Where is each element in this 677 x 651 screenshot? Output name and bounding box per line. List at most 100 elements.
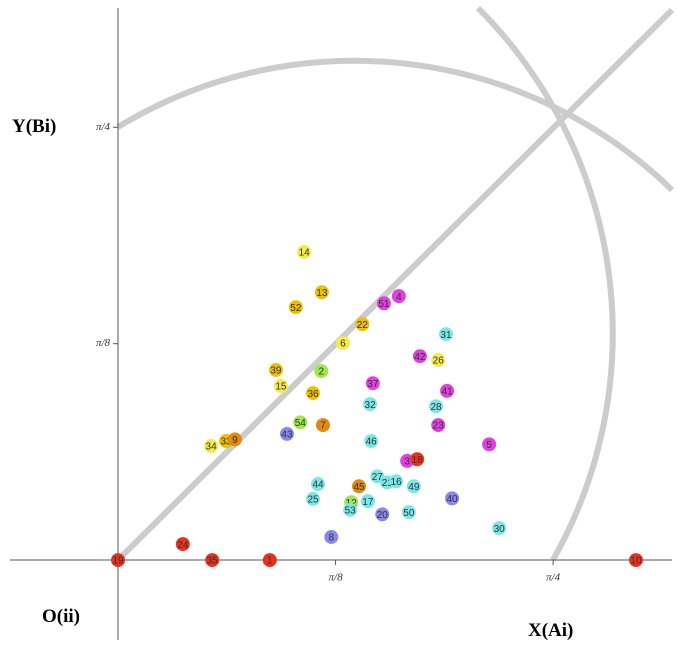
point-label: 18 <box>412 455 424 466</box>
point <box>343 502 358 517</box>
point-label: 31 <box>440 330 452 341</box>
point <box>482 437 497 452</box>
point-label: 27 <box>372 472 384 483</box>
origin-label: O(ii) <box>42 606 80 627</box>
point-label: 45 <box>353 482 365 493</box>
point <box>376 296 391 311</box>
point <box>293 415 308 430</box>
point <box>429 399 444 414</box>
point <box>375 507 390 522</box>
point <box>204 439 219 454</box>
point-label: 5 <box>486 440 492 451</box>
point-label: 7 <box>320 421 326 432</box>
point <box>315 418 330 433</box>
point-label: 37 <box>367 379 379 390</box>
point-label: 20 <box>377 510 389 521</box>
point <box>314 364 329 379</box>
point <box>288 300 303 315</box>
point <box>410 452 425 467</box>
y-axis-title: Y(Bi) <box>12 116 56 137</box>
point-label: 28 <box>430 402 442 413</box>
x-tick-label: π/4 <box>546 572 561 584</box>
point-label: 10 <box>630 556 642 567</box>
point <box>440 383 455 398</box>
point-label: 24 <box>177 540 189 551</box>
point-label: 3 <box>404 457 410 468</box>
point <box>111 553 126 568</box>
point-label: 42 <box>414 352 426 363</box>
point <box>401 505 416 520</box>
point-label: 46 <box>366 437 378 448</box>
point <box>431 418 446 433</box>
point-label: 1 <box>267 556 273 567</box>
point-label: 41 <box>442 387 454 398</box>
point <box>412 349 427 364</box>
point-label: 34 <box>206 442 218 453</box>
point-label: 36 <box>307 389 319 400</box>
point <box>335 335 350 350</box>
point-label: 35 <box>207 556 219 567</box>
point-label: 49 <box>408 482 420 493</box>
point-label: 8 <box>329 533 335 544</box>
point-label: 4 <box>396 292 402 303</box>
point <box>306 491 321 506</box>
point-label: 54 <box>295 418 307 429</box>
point-label: 33 <box>220 437 232 448</box>
point <box>431 353 446 368</box>
diagonal <box>115 7 675 563</box>
point <box>352 479 367 494</box>
point-label: 13 <box>316 288 328 299</box>
point-label: 15 <box>275 382 287 393</box>
point-label: 51 <box>378 299 390 310</box>
point-label: 43 <box>281 430 293 441</box>
point-label: 50 <box>403 508 415 519</box>
point-label: 32 <box>365 400 377 411</box>
point-label: 6 <box>340 339 346 350</box>
right-arc <box>475 5 616 562</box>
point <box>360 494 375 509</box>
point <box>492 521 507 536</box>
point-label: 19 <box>112 556 124 567</box>
x-axis-title: X(Ai) <box>528 620 573 641</box>
point-label: 44 <box>312 480 324 491</box>
point <box>227 432 242 447</box>
point <box>311 477 326 492</box>
point-label: 39 <box>270 366 282 377</box>
point <box>363 397 378 412</box>
point <box>355 317 370 332</box>
point <box>324 529 339 544</box>
point-label: 30 <box>494 524 506 535</box>
point-label: 23 <box>433 421 445 432</box>
point-label: 2 <box>319 367 325 378</box>
point <box>389 474 404 489</box>
guides <box>115 5 675 563</box>
point <box>314 285 329 300</box>
point <box>268 362 283 377</box>
point-label: 53 <box>345 506 357 517</box>
point-label: 9 <box>232 435 238 446</box>
point-label: 22 <box>357 320 369 331</box>
point-label: 40 <box>447 494 459 505</box>
point-label: 17 <box>362 497 374 508</box>
point <box>438 327 453 342</box>
point <box>306 386 321 401</box>
y-tick-label: π/8 <box>96 337 111 349</box>
point <box>628 553 643 568</box>
point <box>364 434 379 449</box>
point-label: 26 <box>433 356 445 367</box>
point-label: 52 <box>290 303 302 314</box>
point <box>205 553 220 568</box>
point-label: 21 <box>382 478 394 489</box>
point <box>273 378 288 393</box>
point-label: 16 <box>391 477 403 488</box>
top-arc <box>116 57 675 193</box>
point <box>406 479 421 494</box>
y-tick-label: π/4 <box>96 121 111 133</box>
point <box>279 426 294 441</box>
point <box>297 245 312 260</box>
point <box>445 491 460 506</box>
point-label: 25 <box>307 495 319 506</box>
point <box>175 537 190 552</box>
point <box>262 553 277 568</box>
